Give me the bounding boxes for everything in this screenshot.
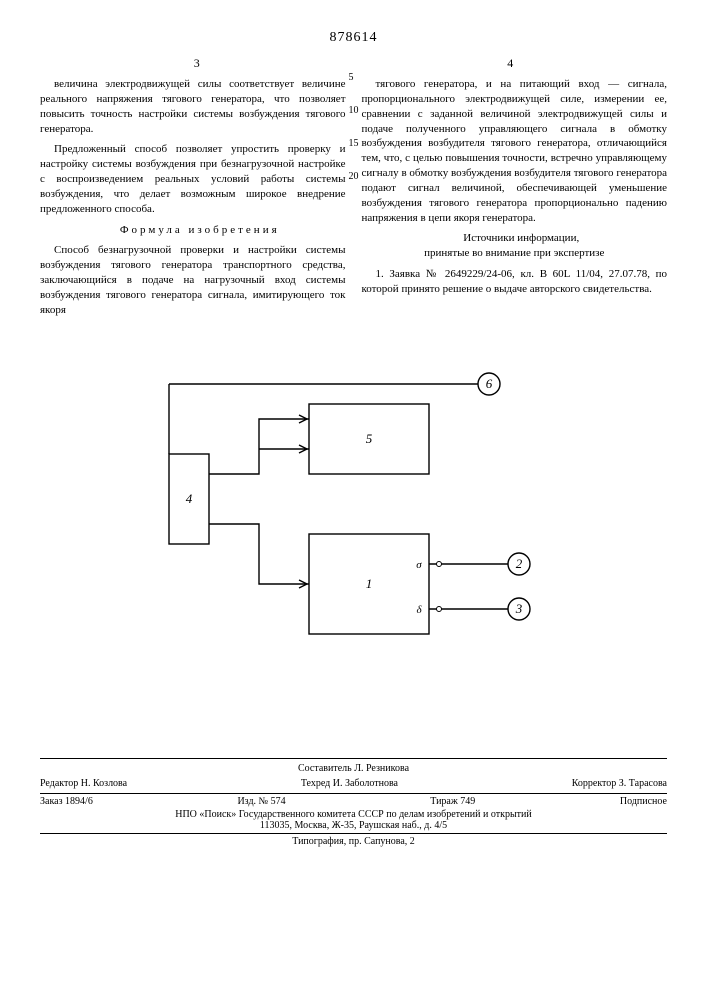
svg-text:δ: δ <box>416 604 422 616</box>
svg-text:3: 3 <box>514 601 522 616</box>
col-num-right: 4 <box>507 56 513 71</box>
sources-heading: Источники информации, принятые во вниман… <box>362 231 668 261</box>
svg-text:5: 5 <box>365 431 372 446</box>
corrector: Корректор З. Тарасова <box>572 778 667 789</box>
divider <box>40 793 667 794</box>
formula-heading: Формула изобретения <box>40 223 346 238</box>
svg-text:1: 1 <box>365 576 372 591</box>
paragraph: тягового генератора, и на питающий вход … <box>362 77 668 225</box>
left-column: величина электродвижущей силы соответств… <box>40 77 346 324</box>
org: НПО «Поиск» Государственного комитета СС… <box>40 809 667 820</box>
paragraph: Способ безнагрузочной проверки и настрой… <box>40 243 346 317</box>
paragraph: Предложенный способ позволяет упростить … <box>40 142 346 216</box>
line-num: 20 <box>349 171 359 182</box>
line-num: 10 <box>349 105 359 116</box>
editor: Редактор Н. Козлова <box>40 778 127 789</box>
line-num: 15 <box>349 138 359 149</box>
paragraph: 1. Заявка № 2649229/24-06, кл. B 60L 11/… <box>362 267 668 297</box>
sources-line1: Источники информации, <box>463 232 579 244</box>
sources-line2: принятые во внимание при экспертизе <box>424 247 604 259</box>
izd-num: Изд. № 574 <box>237 796 285 807</box>
right-column: тягового генератора, и на питающий вход … <box>362 77 668 324</box>
tirazh: Тираж 749 <box>430 796 475 807</box>
svg-text:σ: σ <box>416 559 422 571</box>
line-number-gutter: 5 10 15 20 <box>349 72 359 182</box>
address: 113035, Москва, Ж-35, Раушская наб., д. … <box>40 820 667 831</box>
column-numbers: 3 4 <box>40 56 667 71</box>
footer: Составитель Л. Резникова Редактор Н. Коз… <box>0 763 707 847</box>
techred: Техред И. Заболотнова <box>301 778 398 789</box>
paragraph: величина электродвижущей силы соответств… <box>40 77 346 136</box>
typography: Типография, пр. Сапунова, 2 <box>40 836 667 847</box>
divider <box>40 833 667 834</box>
order-num: Заказ 1894/6 <box>40 796 93 807</box>
divider <box>40 758 667 759</box>
compiler: Составитель Л. Резникова <box>40 763 667 774</box>
svg-text:2: 2 <box>515 556 522 571</box>
patent-number: 878614 <box>40 30 667 46</box>
line-num: 5 <box>349 72 359 83</box>
col-num-left: 3 <box>194 56 200 71</box>
svg-text:4: 4 <box>185 491 192 506</box>
block-diagram: 4 5 1 σ δ 6 2 3 <box>149 364 559 674</box>
svg-text:6: 6 <box>485 376 492 391</box>
podpis: Подписное <box>620 796 667 807</box>
